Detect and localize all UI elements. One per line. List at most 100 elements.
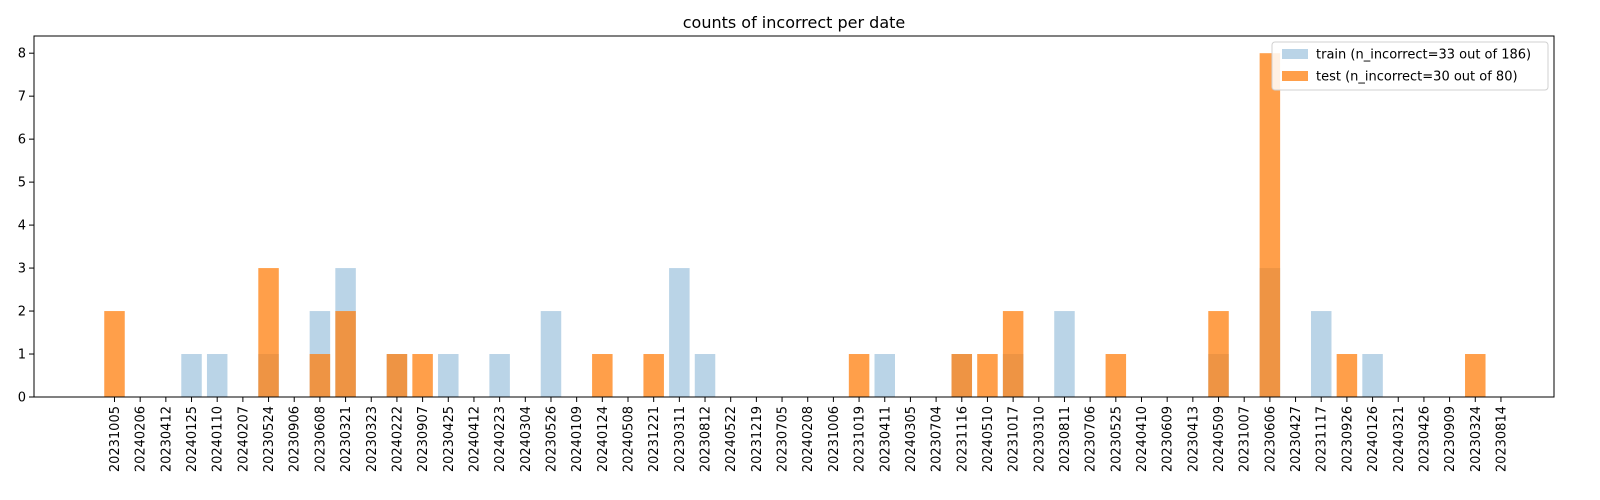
x-tick-label: 20231017 (1007, 406, 1022, 472)
y-tick-label: 0 (18, 391, 26, 406)
x-tick-label: 20240304 (519, 406, 534, 472)
y-tick-label: 2 (18, 305, 26, 320)
x-tick-label: 20230311 (673, 406, 688, 472)
legend: train (n_incorrect=33 out of 186) test (n… (1271, 41, 1549, 91)
x-tick-label: 20240124 (596, 406, 611, 472)
plot-frame (33, 35, 1555, 398)
bar-test-20230926 (1336, 354, 1358, 397)
bar-test-20240124 (592, 354, 613, 397)
x-tick-label: 20230811 (1058, 406, 1073, 472)
x-tick-label: 20230608 (313, 406, 328, 472)
x-tick-label: 20240522 (724, 406, 739, 472)
y-tick-label: 4 (18, 219, 26, 234)
x-tick-label: 20240508 (622, 406, 637, 472)
x-tick-label: 20230609 (1161, 406, 1176, 472)
x-tick-label: 20240321 (1392, 406, 1407, 472)
bar-test-20231019 (848, 354, 870, 397)
bar-train-20230526 (540, 311, 562, 397)
bar-test-20230606 (1259, 53, 1281, 397)
bar-train-20240223 (489, 354, 510, 397)
chart-title: counts of incorrect per date (683, 13, 906, 32)
x-tick-label: 20240126 (1366, 406, 1381, 472)
legend-label: test (n_incorrect=30 out of 80) (1316, 70, 1518, 85)
legend-label: train (n_incorrect=33 out of 186) (1316, 48, 1531, 63)
x-tick-label: 20230412 (159, 406, 174, 472)
x-tick-label: 20231221 (647, 406, 662, 472)
y-tick-label: 5 (18, 176, 26, 191)
x-tick-label: 20240125 (185, 406, 200, 472)
bar-test-20240509 (1208, 311, 1229, 397)
bar-test-20230524 (258, 268, 279, 397)
bar-test-20230608 (309, 354, 331, 397)
bar-train-20231117 (1310, 311, 1332, 397)
x-tick-label: 20240305 (904, 406, 919, 472)
x-tick-label: 20240208 (801, 406, 816, 472)
x-tick-label: 20240222 (390, 406, 405, 472)
bar-train-20240125 (181, 354, 202, 397)
bar-test-20231116 (951, 354, 973, 397)
bar-test-20231221 (643, 354, 664, 397)
x-tick-label: 20230706 (1084, 406, 1099, 472)
x-tick-label: 20240110 (211, 406, 226, 472)
x-tick-label: 20230907 (416, 406, 431, 472)
bar-train-20230411 (874, 354, 895, 397)
x-tick-label: 20240509 (1212, 406, 1227, 472)
x-tick-label: 20230321 (339, 406, 354, 472)
x-tick-label: 20230704 (930, 406, 945, 472)
x-tick-label: 20230411 (878, 406, 893, 472)
legend-swatch (1282, 49, 1308, 59)
bar-train-20230811 (1054, 311, 1075, 397)
x-tick-label: 20230324 (1469, 406, 1484, 472)
y-tick-label: 3 (18, 262, 26, 277)
y-axis: 0 1 2 3 4 5 6 7 8 (18, 47, 34, 406)
x-tick-label: 20240410 (1135, 406, 1150, 472)
x-axis: 20231005 20240206 20230412 20240125 20240110… (108, 397, 1509, 472)
bar-train-20230425 (438, 354, 459, 397)
bar-test-20230324 (1465, 354, 1486, 397)
bar-train-20230812 (694, 354, 716, 397)
x-tick-label: 20230906 (288, 406, 303, 472)
x-tick-label: 20230524 (262, 406, 277, 472)
x-tick-label: 20230926 (1340, 406, 1355, 472)
x-tick-label: 20240223 (493, 406, 508, 472)
bar-test-20240510 (977, 354, 998, 397)
x-tick-label: 20230323 (365, 406, 380, 472)
bar-test-20230907 (412, 354, 433, 397)
bar-train-20240110 (206, 354, 228, 397)
bar-train-20240126 (1362, 354, 1383, 397)
x-tick-label: 20240207 (236, 406, 251, 472)
bar-train-20230311 (669, 268, 690, 397)
y-tick-label: 6 (18, 133, 26, 148)
bar-test-20230525 (1105, 354, 1127, 397)
x-tick-label: 20230909 (1443, 406, 1458, 472)
x-tick-label: 20230426 (1417, 406, 1432, 472)
x-tick-label: 20240510 (981, 406, 996, 472)
y-tick-label: 7 (18, 90, 26, 105)
x-tick-label: 20230525 (1109, 406, 1124, 472)
x-tick-label: 20230705 (776, 406, 791, 472)
x-tick-label: 20231116 (955, 406, 970, 472)
x-tick-label: 20230812 (699, 406, 714, 472)
x-tick-label: 20231005 (108, 406, 123, 472)
x-tick-label: 20240109 (570, 406, 585, 472)
y-tick-label: 1 (18, 348, 26, 363)
x-tick-label: 20230413 (1186, 406, 1201, 472)
legend-frame (1271, 41, 1549, 91)
x-tick-label: 20240412 (467, 406, 482, 472)
bar-test-20231017 (1002, 311, 1024, 397)
x-tick-label: 20231219 (750, 406, 765, 472)
x-tick-label: 20231019 (853, 406, 868, 472)
x-tick-label: 20240206 (134, 406, 149, 472)
x-tick-label: 20230427 (1289, 406, 1304, 472)
x-tick-label: 20230814 (1494, 406, 1509, 472)
bar-test-20231005 (104, 311, 125, 397)
x-tick-label: 20230606 (1263, 406, 1278, 472)
bars-group (104, 53, 1486, 397)
x-tick-label: 20231006 (827, 406, 842, 472)
bar-test-20230321 (335, 311, 356, 397)
y-tick-label: 8 (18, 47, 26, 62)
x-tick-label: 20230310 (1032, 406, 1047, 472)
legend-swatch (1282, 71, 1308, 81)
x-tick-label: 20230526 (544, 406, 559, 472)
